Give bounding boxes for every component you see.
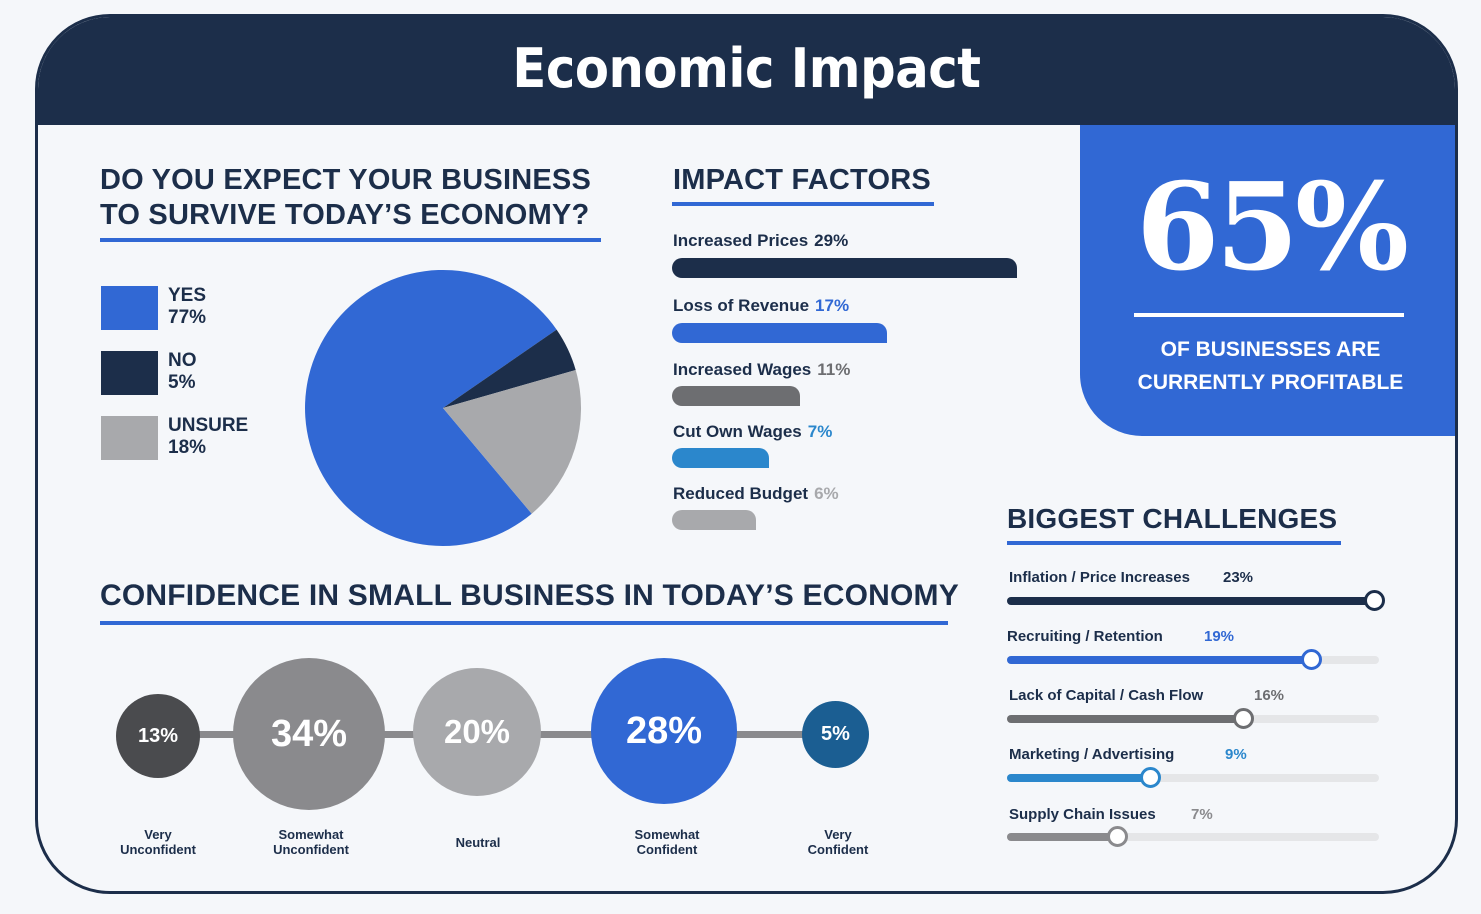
legend-yes: YES 77% <box>168 285 206 329</box>
legend-unsure-value: 18% <box>168 437 207 458</box>
survive-title-line2: TO SURVIVE TODAY’S ECONOMY? <box>100 199 590 231</box>
profitable-caption-line1: OF BUSINESSES ARE <box>1160 338 1381 361</box>
legend-yes-label: YES <box>168 285 207 306</box>
legend-yes-value: 77% <box>168 307 207 328</box>
impact-title-underline <box>672 202 934 206</box>
page-title: Economic Impact <box>512 36 981 100</box>
impact-label: Loss of Revenue <box>673 296 810 315</box>
impact-label: Increased Prices <box>673 231 809 250</box>
impact-title: IMPACT FACTORS <box>673 164 931 196</box>
legend-swatch-no <box>101 351 158 395</box>
confidence-bubble-very-confident: 5% <box>802 701 869 768</box>
profitable-caption-line2: CURRENTLY PROFITABLE <box>1137 371 1404 394</box>
confidence-bubble-somewhat-unconfident: 34% <box>233 658 385 810</box>
confidence-title: CONFIDENCE IN SMALL BUSINESS IN TODAY’S … <box>100 579 959 612</box>
impact-bar-reduced-budget <box>672 510 756 530</box>
impact-bar-increased-wages <box>672 386 800 406</box>
label-line: Unconfident <box>273 842 349 857</box>
impact-item-cut-own-wages: Cut Own Wages 7% <box>673 422 832 442</box>
challenge-value-capital: 16% <box>1254 687 1285 704</box>
legend-no-label: NO <box>168 350 197 371</box>
label-line: Very <box>824 827 852 842</box>
label-line: Very <box>144 827 172 842</box>
confidence-label-somewhat-unconfident: Somewhat Unconfident <box>251 827 371 857</box>
challenge-slider-supply-chain[interactable] <box>1007 826 1379 847</box>
profitable-stat-caption: OF BUSINESSES ARE CURRENTLY PROFITABLE <box>1080 333 1455 399</box>
confidence-title-underline <box>100 621 948 625</box>
challenge-slider-marketing[interactable] <box>1007 767 1379 788</box>
impact-value: 6% <box>814 484 839 503</box>
label-line: Somewhat <box>634 827 700 842</box>
label-line: Confident <box>636 842 698 857</box>
impact-item-increased-wages: Increased Wages 11% <box>673 360 850 380</box>
label-line: Somewhat <box>278 827 344 842</box>
legend-swatch-yes <box>101 286 158 330</box>
survive-title-underline <box>100 238 601 242</box>
confidence-bubble-very-unconfident: 13% <box>116 694 200 778</box>
confidence-label-very-confident: Very Confident <box>778 827 898 857</box>
impact-label: Increased Wages <box>673 360 812 379</box>
legend-unsure-label: UNSURE <box>168 415 249 436</box>
challenge-value-marketing: 9% <box>1225 746 1247 763</box>
slider-handle[interactable] <box>1364 590 1385 611</box>
profitable-stat-divider <box>1134 313 1404 317</box>
impact-bar-cut-own-wages <box>672 448 769 468</box>
confidence-label-somewhat-confident: Somewhat Confident <box>607 827 727 857</box>
impact-item-increased-prices: Increased Prices 29% <box>673 231 848 251</box>
impact-value: 29% <box>814 231 849 250</box>
legend-swatch-unsure <box>101 416 158 460</box>
impact-label: Reduced Budget <box>673 484 809 503</box>
impact-bar-loss-of-revenue <box>672 323 887 343</box>
challenge-fill <box>1007 774 1152 782</box>
infographic-frame: Economic Impact DO YOU EXPECT YOUR BUSIN… <box>35 14 1458 894</box>
challenge-fill <box>1007 833 1119 841</box>
challenge-slider-inflation[interactable] <box>1007 590 1385 611</box>
pie-slice-yes <box>305 269 557 546</box>
pie-slice-unsure <box>443 370 582 514</box>
challenges-title: BIGGEST CHALLENGES <box>1007 503 1338 534</box>
confidence-bubble-somewhat-confident: 28% <box>591 658 737 804</box>
impact-bar-increased-prices <box>672 258 1017 278</box>
slider-handle[interactable] <box>1233 708 1254 729</box>
slider-handle[interactable] <box>1140 767 1161 788</box>
impact-item-reduced-budget: Reduced Budget 6% <box>673 484 839 504</box>
legend-no: NO 5% <box>168 350 197 394</box>
challenge-label-inflation: Inflation / Price Increases <box>1009 569 1190 586</box>
label-line: Confident <box>807 842 869 857</box>
challenge-label-supply-chain: Supply Chain Issues <box>1009 806 1156 823</box>
slider-handle[interactable] <box>1301 649 1322 670</box>
label-line: Neutral <box>455 835 501 850</box>
challenge-value-inflation: 23% <box>1223 569 1254 586</box>
header-bar: Economic Impact <box>38 17 1455 125</box>
legend-unsure: UNSURE 18% <box>168 415 248 459</box>
impact-value: 7% <box>807 422 833 441</box>
challenges-title-underline <box>1007 541 1341 545</box>
impact-value: 11% <box>817 360 851 379</box>
impact-label: Cut Own Wages <box>673 422 802 441</box>
challenge-slider-capital[interactable] <box>1007 708 1379 729</box>
survive-title-line1: DO YOU EXPECT YOUR BUSINESS <box>100 164 591 196</box>
challenge-label-capital: Lack of Capital / Cash Flow <box>1009 687 1204 704</box>
confidence-bubble-neutral: 20% <box>413 668 541 796</box>
profitable-stat-box: 65% OF BUSINESSES ARE CURRENTLY PROFITAB… <box>1080 125 1455 436</box>
challenge-value-recruiting: 19% <box>1204 628 1235 645</box>
challenge-fill <box>1007 597 1374 605</box>
label-line: Unconfident <box>120 842 196 857</box>
challenge-fill <box>1007 656 1312 664</box>
confidence-label-very-unconfident: Very Unconfident <box>98 827 218 857</box>
challenge-fill <box>1007 715 1243 723</box>
impact-item-loss-of-revenue: Loss of Revenue 17% <box>673 296 849 316</box>
pie-slice-no <box>443 329 576 408</box>
legend-no-value: 5% <box>168 372 196 393</box>
survive-pie-chart <box>305 269 582 546</box>
challenge-label-marketing: Marketing / Advertising <box>1009 746 1175 763</box>
challenge-slider-recruiting[interactable] <box>1007 649 1379 670</box>
challenge-label-recruiting: Recruiting / Retention <box>1007 628 1163 645</box>
confidence-label-neutral: Neutral <box>418 835 538 850</box>
profitable-stat-value: 65% <box>1135 157 1409 298</box>
slider-handle[interactable] <box>1107 826 1128 847</box>
challenge-value-supply-chain: 7% <box>1191 806 1213 823</box>
survive-title: DO YOU EXPECT YOUR BUSINESS TO SURVIVE T… <box>100 163 591 233</box>
impact-value: 17% <box>815 296 850 315</box>
